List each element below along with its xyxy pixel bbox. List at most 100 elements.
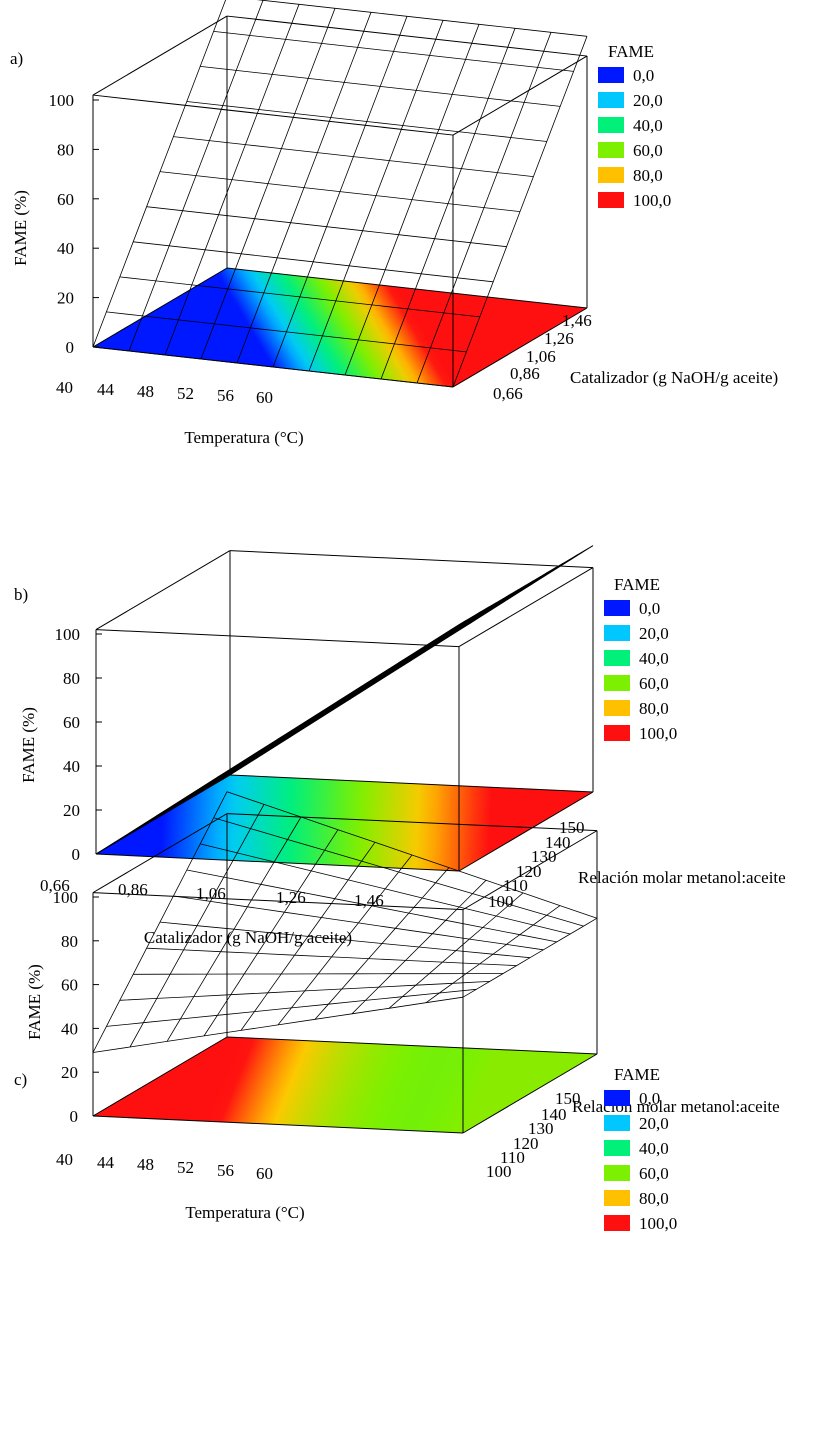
- z-tick-label: 100: [55, 625, 81, 644]
- legend: FAME 0,0 20,0 40,0 60,0 80,0 100,0: [598, 42, 671, 210]
- box-edge: [92, 813, 228, 894]
- box-edge: [458, 791, 594, 872]
- surface-mesh-line: [119, 981, 490, 1001]
- y-tick-label: 1,26: [544, 329, 574, 348]
- y-tick-label: 150: [555, 1089, 581, 1108]
- x-tick-label: 56: [217, 386, 234, 405]
- box-edge: [458, 567, 594, 648]
- y-tick-label: 150: [559, 818, 585, 837]
- legend-title: FAME: [608, 42, 654, 61]
- z-axis-title: FAME (%): [11, 190, 30, 266]
- x-axis-title: Catalizador (g NaOH/g aceite): [144, 928, 352, 947]
- surface-mesh-line: [159, 171, 521, 212]
- z-tick-label: 80: [61, 932, 78, 951]
- z-tick-label: 0: [72, 845, 81, 864]
- surface-mesh-line: [226, 791, 598, 919]
- y-tick-label: 140: [541, 1105, 567, 1124]
- legend-entry-label: 100,0: [639, 724, 677, 743]
- box-edge: [226, 15, 588, 57]
- z-tick-label: 80: [57, 140, 74, 159]
- z-axis-title: FAME (%): [19, 707, 38, 783]
- z-tick-label: 100: [53, 888, 79, 907]
- z-tick-label: 20: [57, 289, 74, 308]
- z-tick-label: 40: [57, 239, 74, 258]
- surface-mesh-line: [133, 241, 494, 283]
- surface-mesh-line: [200, 843, 571, 935]
- legend-entry-label: 40,0: [639, 1139, 669, 1158]
- z-tick-label: 60: [63, 713, 80, 732]
- panel-label: c): [14, 1070, 27, 1089]
- x-tick-label: 1,26: [276, 888, 306, 907]
- y-tick-label: 110: [503, 876, 528, 895]
- x-tick-label: 60: [256, 388, 273, 407]
- surface-mesh-line: [106, 311, 467, 353]
- surface-mesh-line: [159, 921, 531, 959]
- legend-entry-label: 80,0: [639, 1189, 669, 1208]
- x-tick-label: 52: [177, 384, 194, 403]
- box-edge: [226, 813, 598, 832]
- legend-entry-label: 100,0: [633, 191, 671, 210]
- legend-swatch: [598, 92, 624, 108]
- z-tick-label: 40: [61, 1019, 78, 1038]
- y-axis-title: Catalizador (g NaOH/g aceite): [570, 368, 778, 387]
- legend-entry-label: 20,0: [639, 624, 669, 643]
- surface-mesh-line: [186, 869, 557, 943]
- legend-entry-label: 0,0: [639, 599, 660, 618]
- legend-swatch: [598, 167, 624, 183]
- box-edge: [229, 550, 594, 569]
- box-edge: [462, 830, 598, 911]
- legend-entry-label: 100,0: [639, 1214, 677, 1233]
- x-tick-label: 60: [256, 1164, 273, 1183]
- surface-mesh-line: [213, 817, 584, 927]
- y-tick-label: 0,86: [510, 364, 540, 383]
- legend-entry-label: 80,0: [633, 166, 663, 185]
- legend-entry-label: 60,0: [633, 141, 663, 160]
- z-axis-title: FAME (%): [25, 964, 44, 1040]
- x-axis-title: Temperatura (°C): [185, 1203, 304, 1222]
- panel-label: b): [14, 585, 28, 604]
- surface-mesh-line: [200, 66, 561, 107]
- x-axis-title: Temperatura (°C): [184, 428, 303, 447]
- y-tick-label: 130: [531, 847, 557, 866]
- surface-mesh-line: [173, 895, 544, 951]
- y-tick-label: 120: [513, 1134, 539, 1153]
- box-edge: [452, 307, 588, 388]
- panel-label: a): [10, 49, 23, 68]
- contour-floor: [96, 775, 593, 871]
- surface-mesh-line: [92, 996, 464, 1053]
- legend-entry-label: 60,0: [639, 1164, 669, 1183]
- surface-mesh-line: [106, 988, 477, 1027]
- x-tick-label: 40: [56, 378, 73, 397]
- box-edge: [452, 55, 588, 136]
- box-edge: [92, 15, 228, 96]
- y-tick-label: 130: [528, 1119, 554, 1138]
- y-tick-label: 1,06: [526, 347, 556, 366]
- legend-swatch: [598, 142, 624, 158]
- surface-mesh-line: [92, 346, 454, 388]
- legend-swatch: [604, 1090, 630, 1106]
- z-tick-label: 20: [61, 1063, 78, 1082]
- legend-swatch: [604, 1115, 630, 1131]
- x-tick-label: 44: [97, 1153, 115, 1172]
- surface-mesh-line: [146, 206, 507, 248]
- legend-swatch: [604, 1140, 630, 1156]
- z-tick-label: 100: [49, 91, 75, 110]
- legend-swatch: [604, 650, 630, 666]
- x-tick-label: 44: [97, 380, 115, 399]
- y-tick-label: 1,46: [562, 311, 592, 330]
- z-tick-label: 0: [66, 338, 75, 357]
- y-axis-title: Relación molar metanol:aceite: [572, 1097, 780, 1116]
- box-edge: [92, 892, 464, 911]
- z-tick-label: 0: [70, 1107, 79, 1126]
- y-axis-title: Relación molar metanol:aceite: [578, 868, 786, 887]
- legend-swatch: [604, 675, 630, 691]
- legend: FAME 0,0 20,0 40,0 60,0 80,0 100,0: [604, 575, 677, 743]
- y-tick-label: 110: [500, 1148, 525, 1167]
- legend-entry-label: 40,0: [639, 649, 669, 668]
- x-tick-label: 48: [137, 382, 154, 401]
- legend-swatch: [604, 1215, 630, 1231]
- legend-entry-label: 80,0: [639, 699, 669, 718]
- surface-mesh-line: [186, 101, 547, 142]
